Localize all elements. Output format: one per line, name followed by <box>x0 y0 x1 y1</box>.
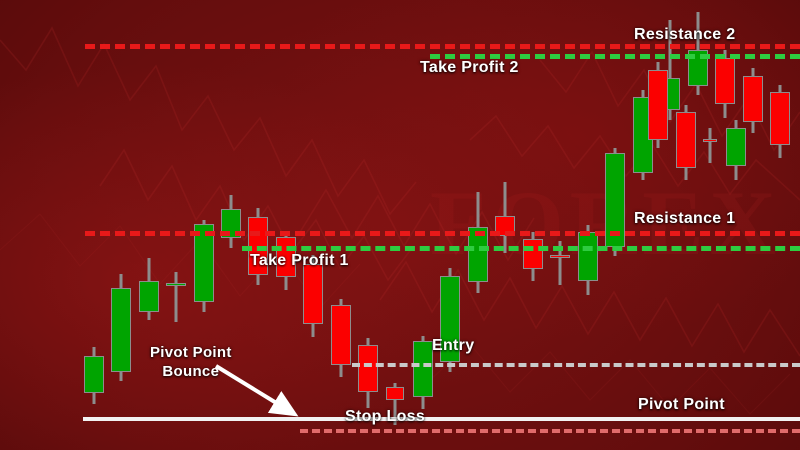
annotation-line-2: Bounce <box>162 363 220 380</box>
candle-body <box>676 112 696 168</box>
candle-body <box>111 288 131 372</box>
candlestick <box>413 336 433 409</box>
candle-body <box>386 387 404 400</box>
candlestick <box>331 299 351 377</box>
label-take-profit-1: Take Profit 1 <box>250 252 349 269</box>
candlestick <box>726 120 746 180</box>
level-line-resistance-2 <box>85 44 800 49</box>
candlestick <box>578 225 598 295</box>
candlestick <box>194 220 214 312</box>
candle-wick <box>708 128 712 163</box>
candlestick <box>303 255 323 337</box>
candlestick <box>688 12 708 95</box>
candlestick <box>468 192 488 293</box>
candlestick <box>166 272 186 322</box>
annotation-pivot-point-bounce: Pivot Point Bounce <box>150 343 232 381</box>
label-resistance-1: Resistance 1 <box>634 210 736 227</box>
candle-body <box>550 255 570 258</box>
candle-body <box>194 224 214 302</box>
label-take-profit-2: Take Profit 2 <box>420 59 519 76</box>
annotation-line-1: Pivot Point <box>150 344 232 361</box>
candle-body <box>770 92 790 145</box>
candle-body <box>688 50 708 86</box>
candle-body <box>139 281 159 312</box>
label-entry: Entry <box>432 337 475 354</box>
candle-body <box>413 341 433 397</box>
candle-body <box>648 70 668 140</box>
candlestick <box>386 383 404 425</box>
candlestick <box>139 258 159 320</box>
label-resistance-2: Resistance 2 <box>634 26 736 43</box>
candlestick <box>648 62 668 148</box>
candle-body <box>468 227 488 282</box>
candlestick <box>676 105 696 180</box>
candle-body <box>743 76 763 122</box>
level-line-take-profit-2 <box>430 54 800 59</box>
candlestick <box>221 195 241 248</box>
candlestick <box>358 338 378 408</box>
candle-body <box>726 128 746 166</box>
candle-body <box>440 276 460 362</box>
candlestick <box>84 347 104 404</box>
candlestick <box>703 128 717 163</box>
level-line-resistance-1 <box>85 231 800 236</box>
level-line-entry <box>352 363 800 367</box>
candle-wick <box>393 383 397 425</box>
candlestick <box>743 68 763 133</box>
label-stop-loss: Stop Loss <box>345 408 426 425</box>
candle-body <box>221 209 241 238</box>
level-line-take-profit-1 <box>242 246 800 251</box>
candlestick <box>111 274 131 381</box>
candlestick <box>440 268 460 372</box>
label-pivot-point: Pivot Point <box>638 396 725 413</box>
candle-body <box>84 356 104 393</box>
level-line-pivot-point <box>83 417 800 421</box>
candlestick <box>550 241 570 285</box>
candle-wick <box>558 241 562 285</box>
candle-body <box>303 264 323 324</box>
level-line-stop-loss <box>300 429 800 433</box>
candle-wick <box>668 20 672 120</box>
candle-wick <box>174 272 178 322</box>
candle-body <box>703 139 717 142</box>
candle-body <box>358 345 378 392</box>
candle-body <box>166 283 186 286</box>
candlestick <box>770 85 790 158</box>
candle-body <box>331 305 351 365</box>
